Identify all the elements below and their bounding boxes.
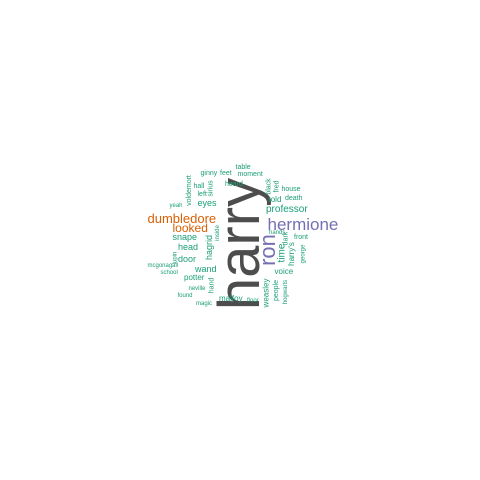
word-floor: floor [247,298,259,304]
word-yeah: yeah [169,203,183,209]
word-black: black [265,177,273,195]
word-george: george [299,244,306,264]
word-voldemort: voldemort [185,174,193,206]
word-time: time [275,243,287,263]
word-eyes: eyes [197,197,217,208]
word-sirius: sirius [207,179,215,197]
word-malfoy: malfoy [219,294,243,303]
word-table: table [235,163,251,171]
word-moment: moment [237,170,263,178]
word-potter: potter [184,273,205,282]
word-feet: feet [220,169,232,177]
word-fred: fred [273,179,281,193]
word-neville: neville [188,286,206,292]
word-left: left [197,190,207,198]
word-hagrid: hagrid [203,234,214,260]
word-people: people [272,279,280,301]
word-hands: hands [269,230,286,236]
word-weasley: weasley [260,278,270,308]
word-head: head [178,241,199,252]
word-looked: looked [172,221,208,235]
word-heard: heard [225,180,243,188]
word-magic: magic [196,301,213,307]
word-hall: hall [193,182,205,190]
word-hogwarts: hogwarts [283,279,290,305]
word-snape: snape [172,231,198,242]
word-ginny: ginny [200,169,218,177]
word-hand: hand [208,277,216,293]
word-voice: voice [274,267,294,276]
word-inside: inside [214,225,221,241]
word-found: found [177,293,193,299]
word-house: house [281,185,301,193]
word-harry-s: harry's [286,242,296,266]
word-told: told [268,195,282,204]
word-dumbledore: dumbledore [147,210,217,226]
word-front: front [294,233,309,241]
word-wand: wand [195,263,217,274]
word-door: door [178,253,197,264]
word-professor: professor [266,204,308,215]
word-mcgonagall: mcgonagall [147,263,179,269]
word-hermione: hermione [267,214,339,234]
word-death: death [285,194,303,202]
word-school: school [160,270,178,276]
